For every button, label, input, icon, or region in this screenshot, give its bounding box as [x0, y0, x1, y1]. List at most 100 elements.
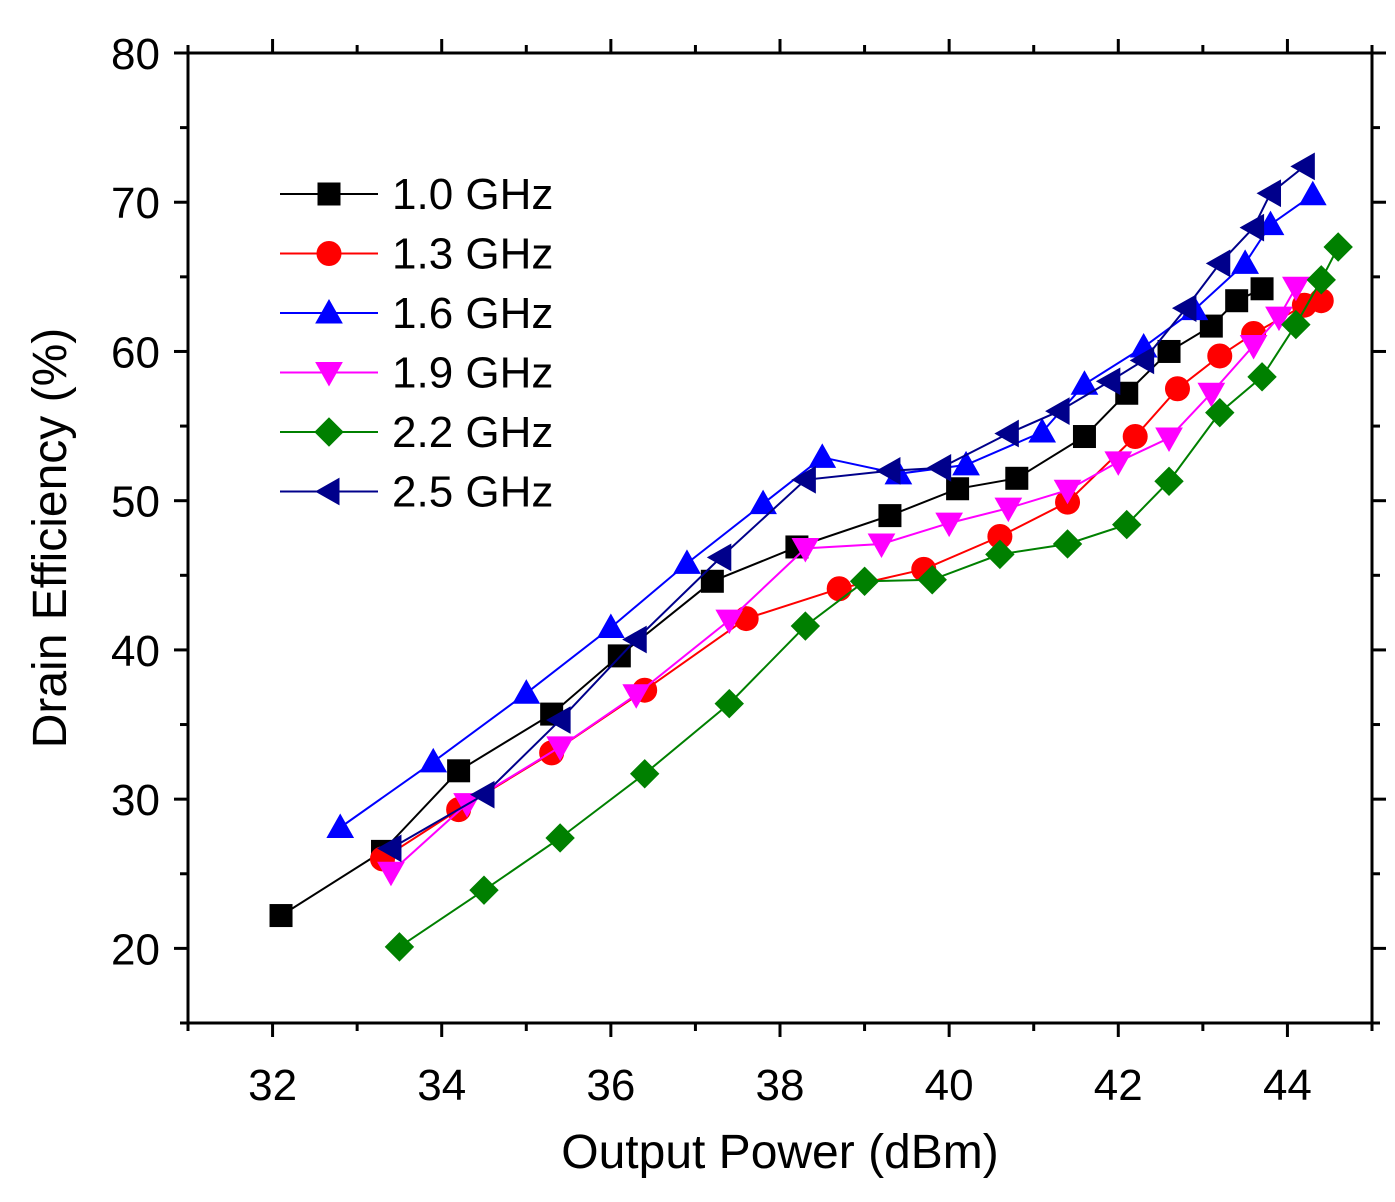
- data-point: [376, 834, 402, 863]
- data-point: [867, 533, 896, 558]
- legend-label: 1.3 GHz: [392, 230, 553, 279]
- data-point: [935, 512, 963, 538]
- x-tick-label: 34: [417, 1061, 466, 1110]
- data-point: [326, 813, 355, 839]
- data-point: [1205, 249, 1231, 278]
- data-point: [1157, 339, 1181, 363]
- y-tick-label: 50: [111, 478, 160, 527]
- y-axis-ticks: 20 30 40 50 60 70 80: [111, 30, 1386, 1025]
- data-point: [1129, 346, 1155, 375]
- legend: 1.0 GHz 1.3 GHz 1.6 GHz 1.9 GHz 2.2 GHz 2.5 G…: [280, 170, 553, 517]
- data-point: [1239, 334, 1268, 360]
- data-point: [1052, 529, 1083, 559]
- legend-entry: 1.0 GHz: [280, 170, 553, 219]
- legend-label: 2.5 GHz: [392, 468, 553, 517]
- data-point: [1225, 289, 1249, 313]
- legend-marker: [314, 477, 340, 506]
- data-point: [469, 780, 495, 809]
- data-point: [1231, 249, 1259, 274]
- legend-entry: 1.6 GHz: [280, 289, 553, 338]
- data-point: [597, 613, 625, 639]
- legend-label: 2.2 GHz: [392, 408, 553, 457]
- data-point: [629, 759, 660, 789]
- x-tick-label: 38: [756, 1061, 805, 1110]
- series-line: [390, 286, 1297, 874]
- data-point: [546, 706, 571, 734]
- data-point: [790, 611, 821, 641]
- x-tick-label: 36: [586, 1061, 635, 1110]
- data-point: [985, 539, 1015, 570]
- data-point: [622, 625, 647, 654]
- data-point: [706, 543, 732, 572]
- data-point: [1290, 152, 1315, 181]
- data-point: [1155, 427, 1183, 453]
- series-2-2-ghz: [384, 232, 1353, 962]
- data-point: [1247, 362, 1277, 392]
- data-point: [994, 419, 1019, 448]
- data-point: [878, 504, 902, 528]
- y-tick-label: 70: [111, 179, 160, 228]
- x-tick-label: 32: [248, 1061, 297, 1110]
- data-point: [791, 465, 816, 494]
- data-point: [1323, 232, 1353, 262]
- data-point: [917, 565, 947, 595]
- y-tick-label: 40: [111, 627, 160, 676]
- legend-marker: [316, 241, 342, 266]
- data-point: [673, 549, 701, 574]
- series-2-5-ghz: [376, 152, 1315, 863]
- y-tick-label: 80: [111, 30, 160, 79]
- data-point: [1045, 397, 1070, 426]
- legend-label: 1.0 GHz: [392, 170, 553, 219]
- legend-label: 1.6 GHz: [392, 289, 553, 338]
- data-point: [946, 477, 970, 501]
- data-point: [1265, 306, 1293, 332]
- legend-entry: 2.2 GHz: [280, 408, 553, 457]
- data-point: [808, 443, 837, 468]
- data-point: [952, 450, 980, 476]
- data-point: [1005, 466, 1029, 490]
- x-tick-label: 44: [1263, 1061, 1312, 1110]
- data-point: [926, 454, 952, 482]
- data-point: [875, 456, 901, 485]
- data-point: [715, 609, 744, 635]
- data-point: [714, 688, 744, 719]
- x-tick-label: 42: [1094, 1061, 1143, 1110]
- data-point: [700, 569, 724, 593]
- legend-marker: [314, 417, 344, 447]
- data-point: [1115, 381, 1139, 405]
- data-point: [994, 497, 1023, 523]
- data-point: [1095, 367, 1121, 396]
- data-point: [1199, 314, 1223, 338]
- data-point: [1282, 276, 1310, 302]
- data-point: [1072, 425, 1096, 449]
- y-tick-label: 20: [111, 925, 160, 974]
- data-point: [849, 566, 880, 596]
- data-point: [1028, 418, 1057, 443]
- legend-marker: [315, 298, 343, 324]
- data-point: [826, 576, 852, 602]
- data-point: [1256, 179, 1282, 208]
- data-point: [1281, 309, 1311, 340]
- series-1-9-ghz: [377, 276, 1310, 887]
- plot-frame: [186, 51, 1374, 1025]
- data-point: [1104, 451, 1133, 476]
- legend-marker: [315, 362, 343, 387]
- y-tick-label: 60: [111, 328, 160, 377]
- data-point: [447, 759, 471, 783]
- data-point: [1250, 277, 1274, 301]
- series-line: [280, 287, 1263, 917]
- data-point: [384, 932, 415, 962]
- data-point: [1122, 424, 1148, 450]
- data-point: [749, 489, 777, 515]
- data-point: [1112, 509, 1142, 540]
- data-point: [269, 904, 293, 928]
- legend-entry: 1.3 GHz: [280, 230, 553, 279]
- data-point: [1197, 382, 1226, 408]
- legend-marker: [317, 182, 341, 206]
- data-point: [791, 537, 820, 563]
- data-point: [1154, 466, 1184, 496]
- legend-label: 1.9 GHz: [392, 349, 553, 398]
- legend-entry: 2.5 GHz: [280, 468, 553, 517]
- data-point: [546, 736, 574, 761]
